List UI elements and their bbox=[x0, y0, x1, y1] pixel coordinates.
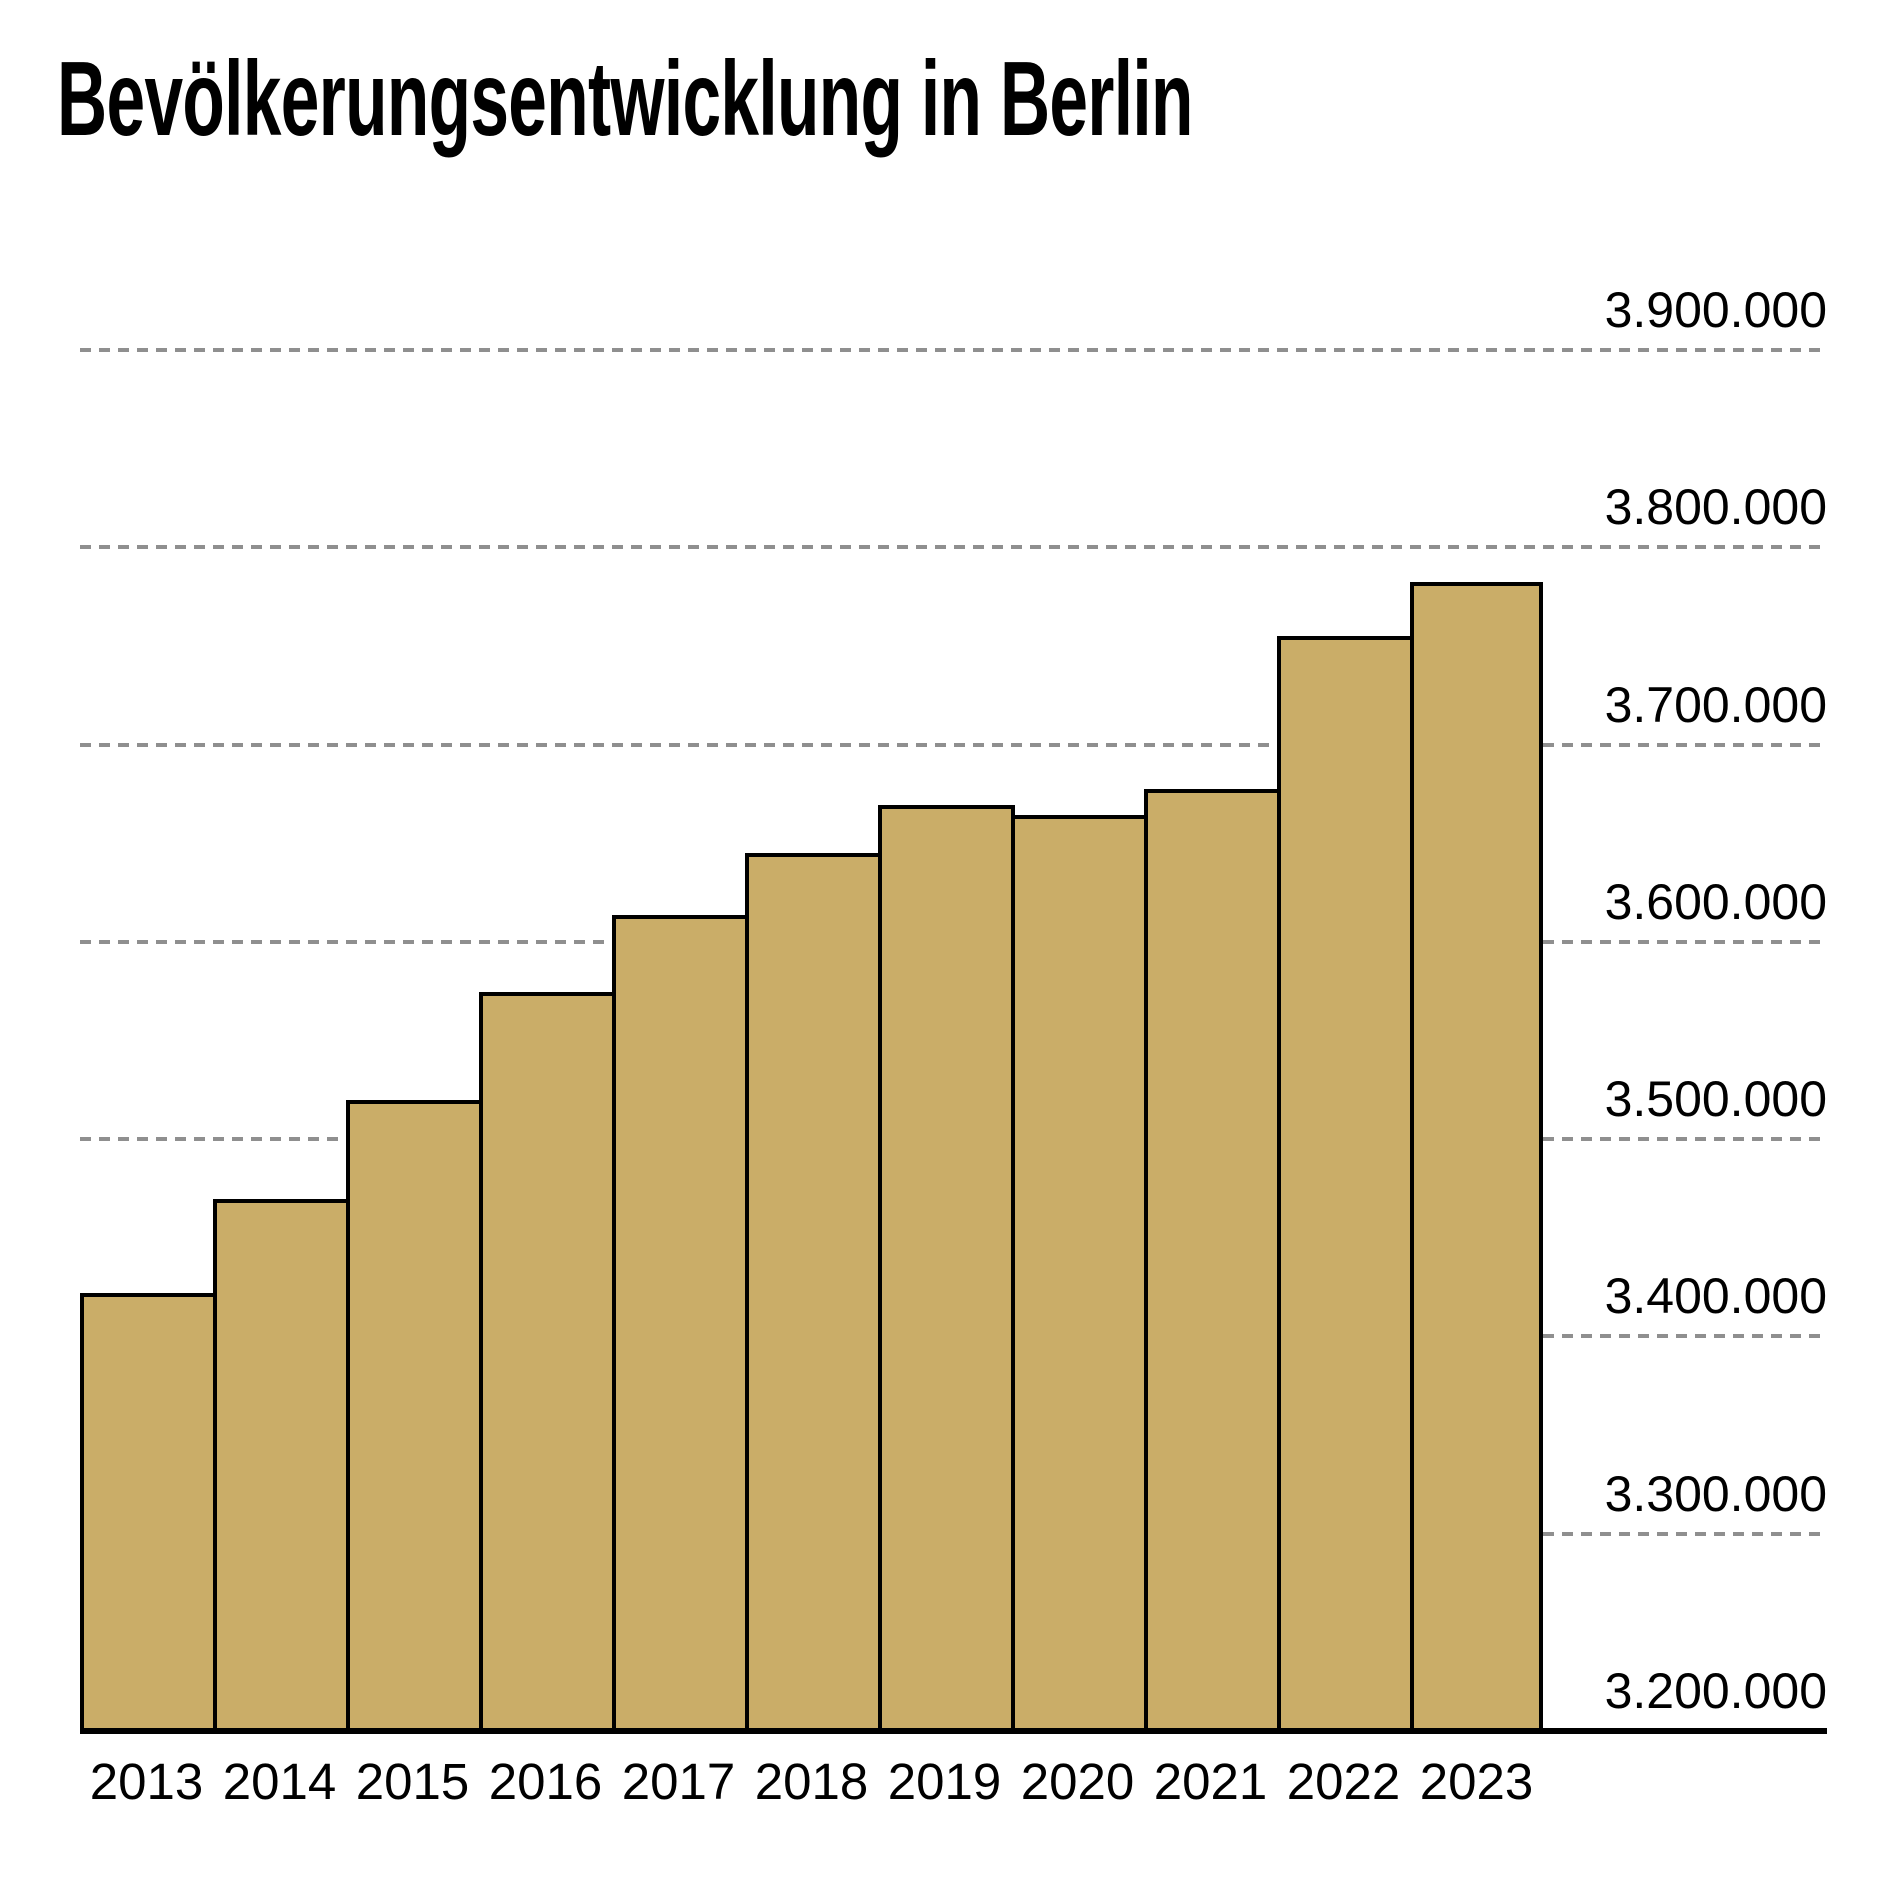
y-tick-label-3.400.000: 3.400.000 bbox=[1604, 1268, 1827, 1325]
bar-2018 bbox=[745, 853, 882, 1734]
x-tick-label-2013: 2013 bbox=[89, 1753, 204, 1810]
x-tick-label-2022: 2022 bbox=[1286, 1753, 1401, 1810]
gridline-3.900.000 bbox=[80, 348, 1827, 352]
x-axis-line bbox=[80, 1728, 1827, 1734]
gridline-3.700.000 bbox=[80, 742, 1827, 747]
x-tick-label-2015: 2015 bbox=[355, 1753, 470, 1810]
y-tick-label-3.300.000: 3.300.000 bbox=[1604, 1465, 1827, 1522]
bar-2023 bbox=[1410, 582, 1543, 1734]
chart-title: Bevölkerungsentwicklung in Berlin bbox=[57, 40, 1193, 158]
bar-2020 bbox=[1011, 815, 1148, 1734]
gridline-3.800.000 bbox=[80, 545, 1827, 550]
bar-2014 bbox=[213, 1198, 350, 1734]
y-tick-label-3.900.000: 3.900.000 bbox=[1604, 282, 1827, 338]
bar-2015 bbox=[346, 1099, 483, 1734]
x-tick-label-2014: 2014 bbox=[222, 1753, 337, 1810]
y-tick-label-3.800.000: 3.800.000 bbox=[1604, 479, 1827, 536]
x-tick-label-2017: 2017 bbox=[621, 1753, 736, 1810]
bar-2021 bbox=[1144, 789, 1281, 1734]
y-tick-label-3.700.000: 3.700.000 bbox=[1604, 676, 1827, 733]
bar-2019 bbox=[878, 804, 1015, 1734]
y-tick-label-3.200.000: 3.200.000 bbox=[1604, 1663, 1827, 1719]
bar-2016 bbox=[479, 991, 616, 1734]
bar-2022 bbox=[1277, 635, 1414, 1734]
x-tick-label-2023: 2023 bbox=[1419, 1753, 1534, 1810]
x-tick-label-2016: 2016 bbox=[488, 1753, 603, 1810]
x-tick-label-2021: 2021 bbox=[1153, 1753, 1268, 1810]
y-tick-label-3.500.000: 3.500.000 bbox=[1604, 1071, 1827, 1128]
y-tick-label-3.600.000: 3.600.000 bbox=[1604, 873, 1827, 930]
bar-2017 bbox=[612, 915, 749, 1734]
bar-2013 bbox=[80, 1293, 217, 1734]
x-tick-label-2018: 2018 bbox=[754, 1753, 869, 1810]
x-tick-label-2020: 2020 bbox=[1020, 1753, 1135, 1810]
x-tick-label-2019: 2019 bbox=[887, 1753, 1002, 1810]
